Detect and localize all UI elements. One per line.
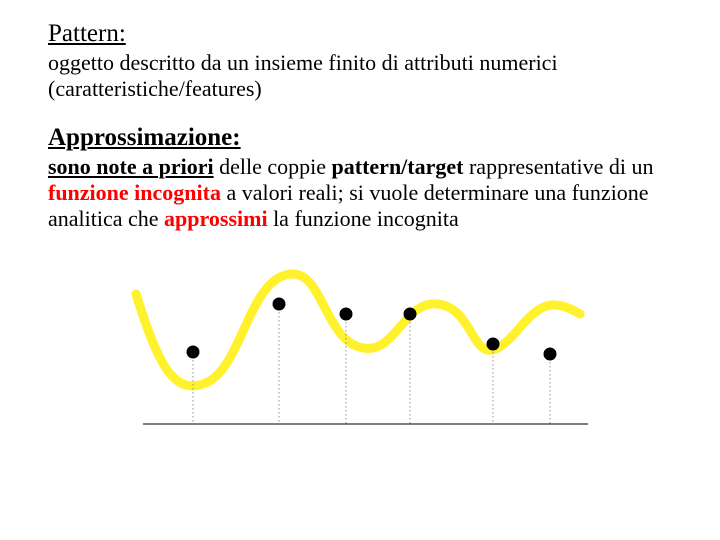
approximation-chart [118, 254, 598, 444]
approx-seg-4: rappresentative di un [463, 154, 653, 179]
approx-seg-2: delle coppie [214, 154, 332, 179]
approx-seg-8: la funzione incognita [268, 206, 459, 231]
slide-content: Pattern: oggetto descritto da un insieme… [0, 0, 720, 444]
data-point [340, 307, 353, 320]
approx-seg-7: approssimi [164, 206, 268, 231]
pattern-body: oggetto descritto da un insieme finito d… [48, 50, 672, 102]
chart-svg [118, 254, 598, 444]
approx-heading: Approssimazione: [48, 124, 672, 152]
data-point [487, 337, 500, 350]
approx-seg-3: pattern/target [332, 154, 464, 179]
data-point [404, 307, 417, 320]
data-point [544, 347, 557, 360]
approx-seg-5: funzione incognita [48, 180, 221, 205]
approximation-curve [136, 274, 580, 386]
pattern-heading: Pattern: [48, 20, 672, 48]
data-point [187, 345, 200, 358]
data-point [273, 297, 286, 310]
approx-body: sono note a priori delle coppie pattern/… [48, 154, 672, 232]
approx-seg-1: sono note a priori [48, 154, 214, 179]
